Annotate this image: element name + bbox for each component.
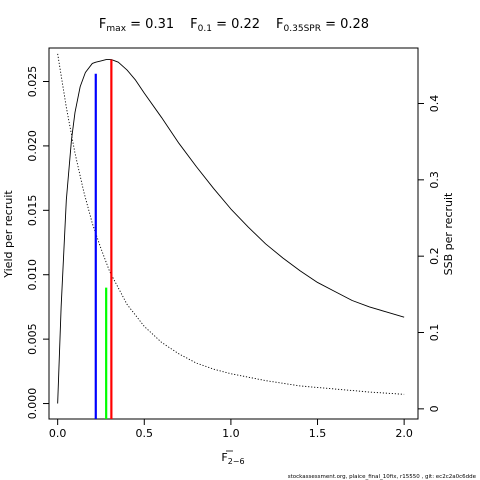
plot-frame — [48, 47, 419, 420]
x-tick-label-1: 0.5 — [136, 427, 154, 440]
x-axis-label: F2−6 — [221, 451, 244, 466]
y-left-tick-label-2: 0.010 — [26, 259, 39, 291]
y-left-tick-label-0: 0.000 — [26, 388, 39, 420]
y-right-tick-label-0: 0 — [428, 405, 441, 412]
y-axis-left: 0.000 0.005 0.010 0.015 0.020 0.025 — [26, 66, 49, 420]
yield-per-recruit-line — [57, 59, 405, 404]
y-left-tick-label-5: 0.025 — [26, 66, 39, 98]
x-tick-label-4: 2.0 — [395, 427, 413, 440]
y-right-tick-label-4: 0.4 — [428, 95, 441, 113]
series-layer — [57, 53, 405, 404]
x-tick-label-2: 1.0 — [222, 427, 240, 440]
y-left-tick-label-1: 0.005 — [26, 323, 39, 355]
y-right-tick-label-2: 0.2 — [428, 247, 441, 265]
y-axis-right: 0 0.1 0.2 0.3 0.4 — [418, 95, 441, 412]
y-right-tick-label-1: 0.1 — [428, 324, 441, 342]
ssb-per-recruit-line — [57, 53, 405, 395]
y-left-tick-label-3: 0.015 — [26, 195, 39, 227]
y-axis-right-label: SSB per recruit — [442, 192, 455, 275]
chart-title: Fmax = 0.31 F0.1 = 0.22 F0.35SPR = 0.28 — [99, 17, 369, 34]
y-left-tick-label-4: 0.020 — [26, 130, 39, 162]
y-axis-left-label: Yield per recruit — [2, 190, 15, 279]
footer-note: stockassessment.org, plaice_final_10fix,… — [288, 474, 477, 480]
reference-lines — [94, 59, 113, 419]
y-right-tick-label-3: 0.3 — [428, 171, 441, 189]
x-axis: 0.0 0.5 1.0 1.5 2.0 — [49, 419, 413, 440]
x-tick-label-0: 0.0 — [49, 427, 67, 440]
x-tick-label-3: 1.5 — [309, 427, 327, 440]
